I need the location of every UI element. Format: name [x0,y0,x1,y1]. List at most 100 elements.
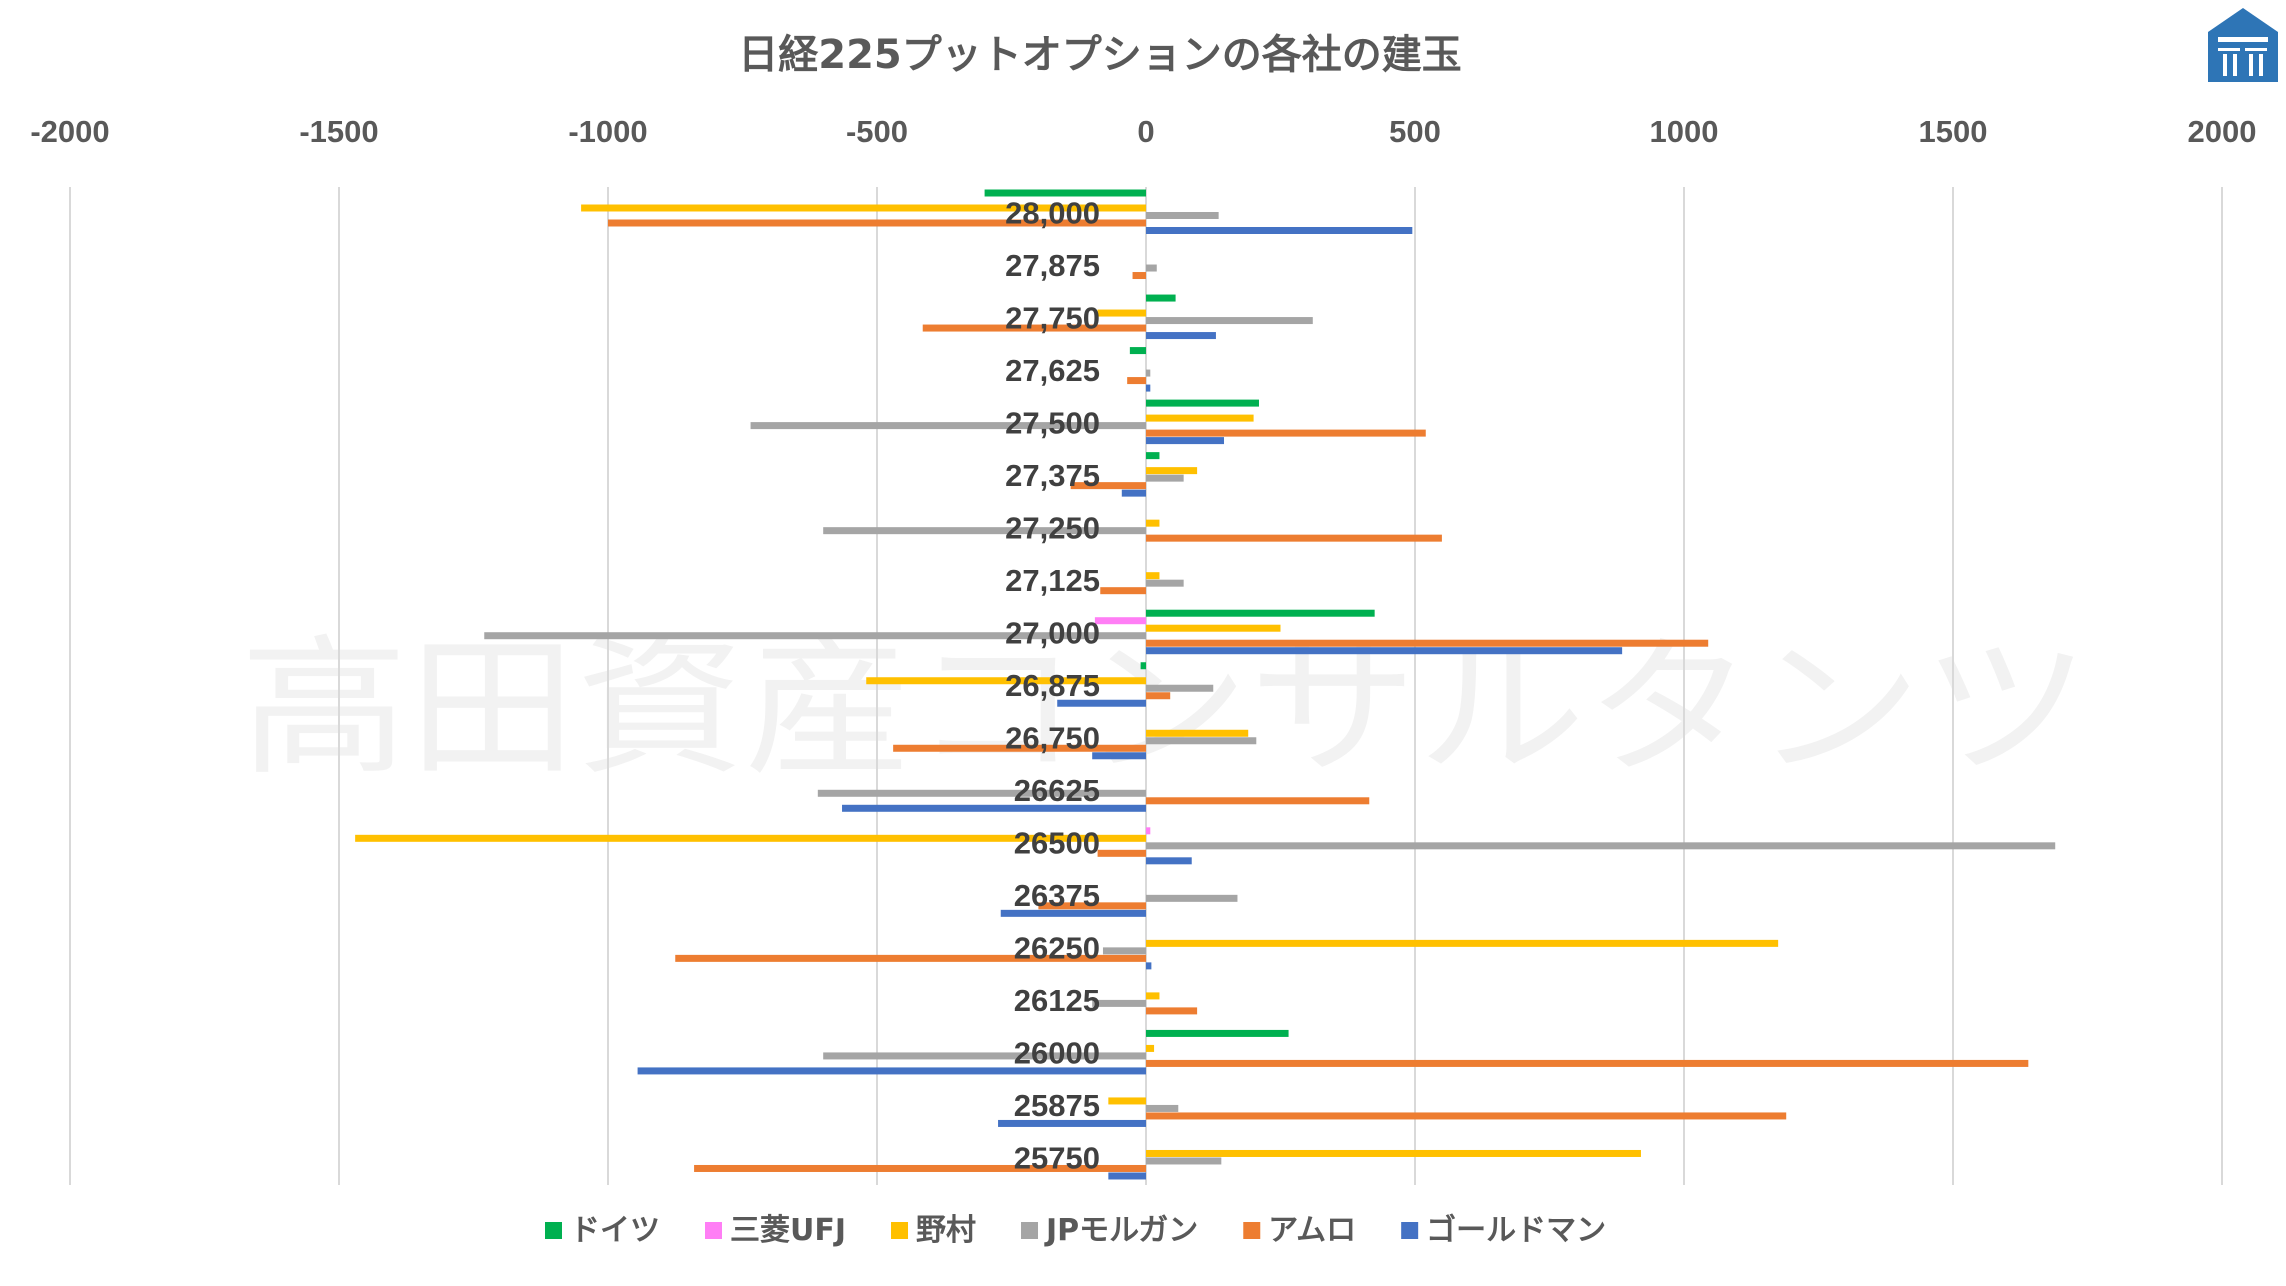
bar [1146,857,1192,865]
bar [1146,1007,1198,1015]
y-tick-label: 26,750 [1005,721,1100,756]
bar [637,1067,1146,1075]
bar [1146,609,1375,617]
bar [1100,587,1146,595]
y-tick-label: 25875 [1014,1088,1100,1123]
bar [1102,947,1146,955]
bar [1132,272,1146,280]
legend-swatch [705,1222,722,1239]
bar [1146,414,1254,422]
y-tick-label: 27,250 [1005,510,1100,545]
y-tick-label: 27,375 [1005,458,1100,493]
x-axis-ticks: -2000 -1500 -1000 -500 0 500 1000 1500 2000 [30,114,2256,149]
bar [1146,647,1623,655]
bar [1146,534,1442,542]
y-tick-label: 25750 [1014,1141,1100,1176]
x-tick-label: 1500 [1919,114,1988,149]
bar [1146,894,1238,902]
legend-label: JPモルガン [1044,1213,1198,1248]
y-tick-label: 26250 [1014,931,1100,966]
bar [1146,294,1176,302]
chart-title: 日経225プットオプションの各社の建玉 [738,32,1462,78]
bar [1057,699,1146,707]
bar [866,677,1146,685]
legend-label: 三菱UFJ [730,1213,846,1248]
bar [608,219,1146,227]
legend-swatch [891,1222,909,1239]
bar [675,954,1146,962]
bar [1146,474,1184,482]
bar [1146,842,2056,850]
legend-label: アムロ [1268,1213,1356,1248]
x-tick-label: 2000 [2188,114,2257,149]
bar [1146,624,1281,632]
bar [1146,1157,1222,1165]
bar [1146,519,1160,527]
bar [1146,212,1219,219]
x-tick-label: 500 [1389,114,1441,149]
bar [1146,1044,1155,1052]
bar [1146,827,1151,835]
bar [1146,1059,2029,1067]
bar [750,422,1146,430]
bar [1146,1104,1179,1112]
bar [1146,429,1426,437]
legend-swatch [1243,1222,1261,1239]
bar [998,1119,1146,1127]
legend-swatch [545,1222,562,1239]
bar [1146,399,1259,407]
bar [1146,684,1214,692]
bar [581,204,1146,212]
x-tick-label: 0 [1137,114,1154,149]
y-tick-label: 27,750 [1005,300,1100,335]
bar [1108,1172,1146,1180]
y-tick-label: 26125 [1014,983,1100,1018]
y-tick-label: 27,500 [1005,405,1100,440]
y-tick-label: 26375 [1014,878,1100,913]
bar [1121,489,1146,497]
y-tick-label: 26625 [1014,773,1100,808]
x-tick-label: 1000 [1650,114,1719,149]
y-tick-label: 27,125 [1005,563,1100,598]
bar [1146,437,1225,445]
bar [1146,264,1157,272]
legend-swatch [1401,1222,1419,1239]
bar [1146,1029,1289,1037]
bar [1146,962,1152,970]
legend-label: 野村 [916,1213,976,1248]
bar [1146,992,1160,1000]
logo-icon [2208,8,2278,82]
bar [1146,939,1779,947]
y-tick-label: 26000 [1014,1036,1100,1071]
bar [893,744,1146,752]
gridlines [69,187,2223,1185]
bar [1146,737,1257,745]
legend-label: ゴールドマン [1426,1213,1606,1248]
bar [1146,1149,1641,1157]
bar [1092,999,1146,1007]
bar [1146,452,1160,460]
bar [1127,377,1146,385]
y-tick-label: 26,875 [1005,668,1100,703]
bar [1146,227,1413,234]
bar [823,527,1146,535]
bar [922,324,1146,332]
bar [1108,1097,1146,1105]
bar [1038,902,1146,910]
y-tick-label: 27,875 [1005,248,1100,283]
x-tick-label: -1000 [568,114,647,149]
bar [1146,384,1151,392]
y-tick-label: 27,000 [1005,615,1100,650]
bar [1146,317,1313,325]
bar [1146,332,1216,340]
bar [694,1164,1146,1172]
bar [817,789,1146,797]
bar [1140,662,1146,670]
bar [1146,729,1249,737]
x-tick-label: -1500 [299,114,378,149]
bar [1146,797,1370,805]
bar [823,1052,1146,1060]
bar [1097,849,1146,857]
bar [1094,617,1146,625]
